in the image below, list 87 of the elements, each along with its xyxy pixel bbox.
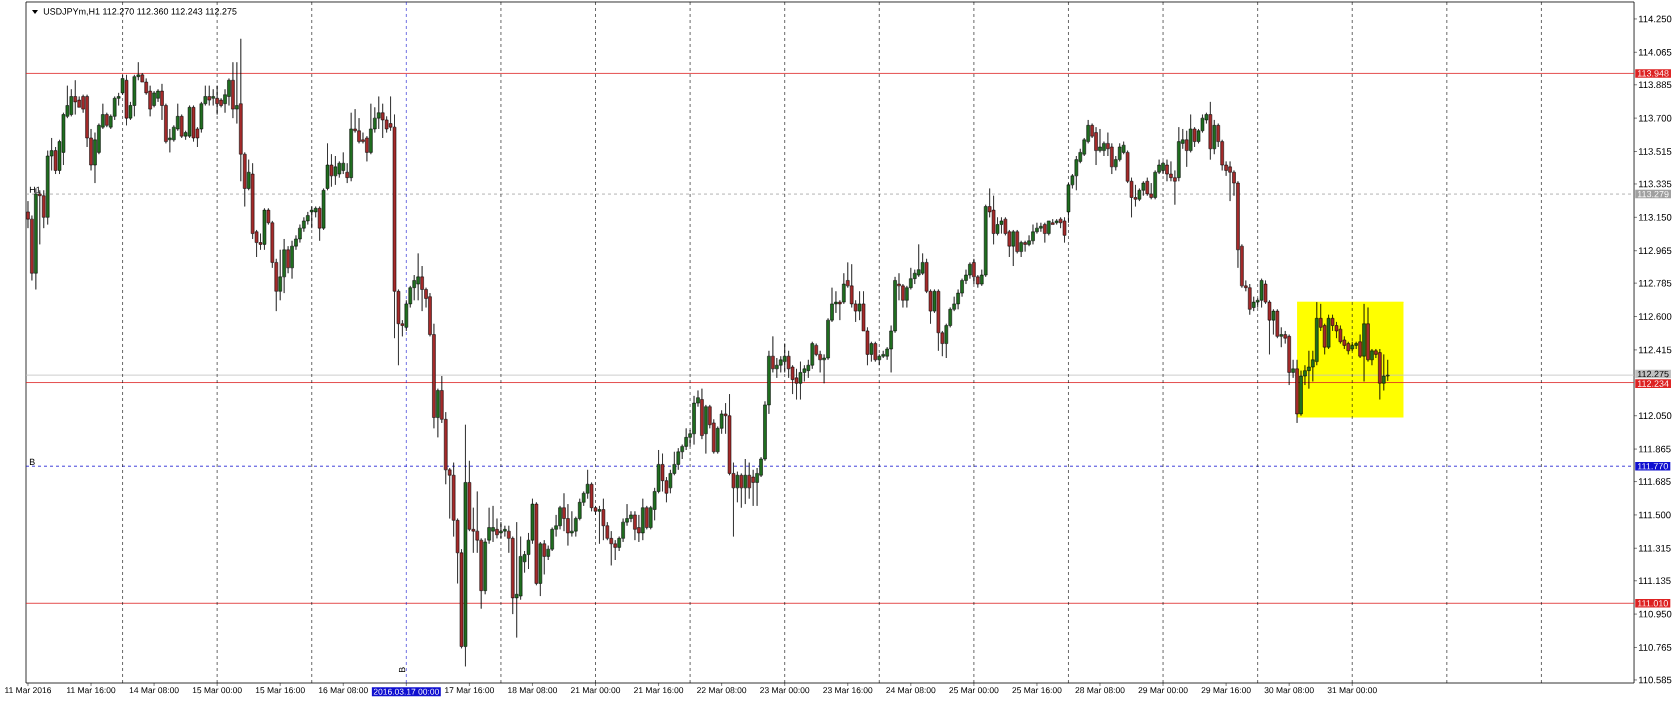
y-tick-label: 111.500 <box>1638 511 1671 519</box>
candlestick <box>1145 177 1150 196</box>
x-tick-label: 23 Mar 00:00 <box>760 687 810 694</box>
candlestick <box>743 458 748 505</box>
candlestick <box>1287 334 1291 386</box>
y-tick-label: 113.700 <box>1638 114 1672 122</box>
y-tick-label: 111.865 <box>1638 445 1671 453</box>
candlestick <box>1295 359 1299 424</box>
x-tick-label: 18 Mar 08:00 <box>508 687 558 694</box>
y-tick-label: 114.065 <box>1638 48 1672 56</box>
ref-line-label: 112.234 <box>1637 380 1669 387</box>
candlestick <box>333 155 338 186</box>
y-tick-label: 112.050 <box>1638 412 1672 420</box>
x-tick-label: 11 Mar 2016 <box>5 687 52 694</box>
x-tick-label: 15 Mar 00:00 <box>192 687 242 694</box>
x-tick-label: 16 Mar 08:00 <box>318 687 368 694</box>
candlestick <box>798 361 803 400</box>
candlestick <box>1054 218 1059 225</box>
x-tick-label: 2016.03.17 00:00 <box>373 688 439 695</box>
candlestick <box>999 217 1004 234</box>
x-tick-label: 25 Mar 16:00 <box>1012 687 1062 694</box>
x-tick-label: 29 Mar 16:00 <box>1201 687 1251 694</box>
x-tick-label: 17 Mar 16:00 <box>445 687 494 694</box>
y-tick-label: 111.315 <box>1638 544 1671 552</box>
candlestick <box>1031 224 1035 245</box>
candlestick <box>1307 350 1311 389</box>
ref-line-label: 112.275 <box>1637 370 1669 378</box>
x-tick-label: 11 Mar 16:00 <box>67 687 116 694</box>
candlestick <box>1043 222 1047 243</box>
ref-line-label: 111.770 <box>1637 463 1668 470</box>
candlestick <box>1362 303 1366 382</box>
y-tick-label: 112.600 <box>1638 313 1672 320</box>
y-tick-label: 114.250 <box>1638 15 1672 23</box>
candlestick <box>73 79 78 115</box>
candlestick <box>262 208 267 251</box>
x-tick-label: 21 Mar 00:00 <box>570 687 621 694</box>
y-tick-label: 112.415 <box>1638 346 1672 354</box>
x-tick-label: 21 Mar 16:00 <box>634 687 684 694</box>
y-tick-label: 113.150 <box>1638 213 1672 221</box>
candlestick <box>1208 101 1213 160</box>
annotation: H1 <box>29 186 41 193</box>
y-tick-label: 112.965 <box>1638 247 1672 255</box>
text: USDJPYm,H1 112.270 112.360 112.243 112.275 <box>43 8 237 16</box>
x-tick-label: 24 Mar 08:00 <box>886 687 936 694</box>
ref-line-label: 113.279 <box>1637 190 1669 198</box>
candlestick <box>936 289 941 352</box>
candlestick <box>309 206 314 229</box>
candlestick <box>1228 161 1232 202</box>
candlestick <box>1165 159 1169 182</box>
x-tick-label: 28 Mar 08:00 <box>1075 687 1125 694</box>
x-tick-label: 30 Mar 08:00 <box>1264 687 1314 694</box>
candlestick <box>207 85 212 106</box>
ref-line-label: 113.948 <box>1637 70 1669 77</box>
x-tick-label: 22 Mar 08:00 <box>697 687 747 694</box>
annotation: B <box>29 458 35 466</box>
candlestick <box>1011 229 1016 267</box>
ref-line-label: B <box>398 667 406 673</box>
x-tick-label: 14 Mar 08:00 <box>129 687 179 694</box>
candlestick <box>873 341 878 362</box>
y-tick-label: 112.785 <box>1638 279 1672 287</box>
y-tick-label: 113.515 <box>1638 148 1672 155</box>
candlestick <box>463 424 468 667</box>
candlestick <box>1094 126 1098 166</box>
ref-line-label: 111.010 <box>1637 600 1668 607</box>
candlestick <box>633 511 637 541</box>
x-tick-label: 23 Mar 16:00 <box>823 687 873 694</box>
candlestick <box>349 112 353 182</box>
candlestick <box>641 498 645 541</box>
y-tick-label: 110.585 <box>1638 676 1672 684</box>
candlestick <box>1326 314 1331 350</box>
y-tick-label: 111.135 <box>1638 577 1671 585</box>
y-tick-label: 113.885 <box>1638 81 1672 89</box>
x-tick-label: 25 Mar 00:00 <box>949 687 999 694</box>
y-tick-label: 110.765 <box>1638 644 1672 651</box>
x-tick-label: 15 Mar 16:00 <box>255 687 305 694</box>
x-tick-label: 31 Mar 00:00 <box>1327 687 1377 694</box>
candlestick <box>187 105 192 139</box>
x-tick-label: 29 Mar 00:00 <box>1138 687 1188 694</box>
candlestick <box>676 447 681 471</box>
candlestick <box>601 498 606 541</box>
candlestick <box>1378 348 1382 400</box>
candlestick <box>1247 283 1252 315</box>
y-tick-label: 111.685 <box>1638 478 1671 485</box>
y-tick-label: 113.335 <box>1638 180 1672 188</box>
candlestick <box>514 521 519 638</box>
candlestick <box>491 505 495 543</box>
y-tick-label: 110.950 <box>1638 610 1672 618</box>
